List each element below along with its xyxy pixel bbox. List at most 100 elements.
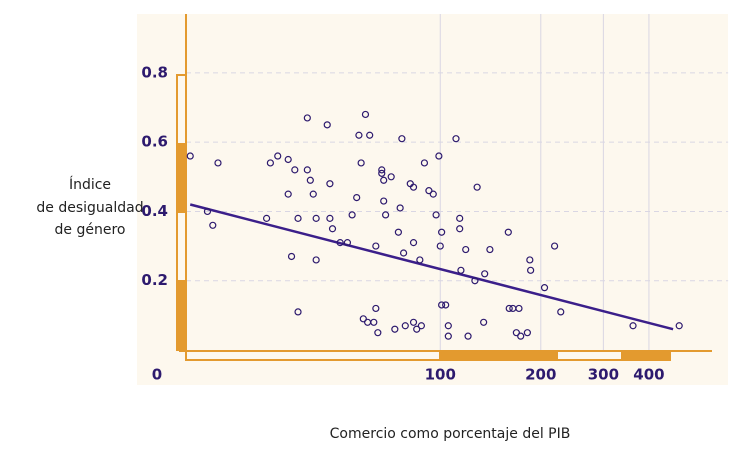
point (512, 329, 520, 337)
point (312, 214, 320, 222)
point (274, 152, 282, 160)
point (515, 304, 523, 313)
point (429, 190, 437, 198)
trend-line (189, 203, 674, 331)
point (523, 329, 531, 337)
y-tick-label: 0.4 (141, 202, 168, 220)
point (380, 176, 388, 184)
point (372, 304, 380, 313)
point (306, 176, 314, 184)
x-tick-label: 100 (425, 366, 456, 384)
point (382, 211, 390, 219)
point (456, 225, 464, 233)
point (456, 214, 464, 222)
point (309, 190, 317, 198)
plot-background (137, 14, 728, 385)
point (312, 256, 320, 264)
point (526, 256, 534, 264)
point (209, 221, 217, 229)
point (303, 114, 311, 122)
point (438, 301, 446, 309)
point (462, 245, 470, 254)
point (457, 266, 465, 274)
x-tick-label: 200 (525, 366, 556, 384)
point (398, 135, 406, 143)
y-marginal-fill (176, 280, 187, 351)
point (413, 325, 421, 333)
point (452, 135, 460, 143)
point (444, 332, 452, 340)
point (480, 318, 488, 326)
point (328, 225, 337, 233)
point (444, 322, 452, 330)
point (473, 183, 481, 191)
marks (186, 110, 683, 340)
x-marginal-fill (621, 350, 671, 361)
point (486, 245, 494, 254)
point (399, 249, 408, 257)
point (303, 166, 311, 174)
point (464, 332, 472, 340)
point (284, 190, 292, 198)
point (336, 239, 344, 247)
point (262, 214, 271, 222)
point (675, 322, 683, 330)
point (353, 193, 361, 202)
point (416, 256, 424, 264)
point (471, 277, 479, 285)
point (214, 159, 222, 167)
point (361, 110, 370, 119)
point (266, 159, 274, 167)
point (359, 315, 367, 323)
y-tick-label: 0.2 (141, 271, 168, 289)
point (527, 266, 535, 274)
point (409, 318, 418, 326)
grid (186, 14, 729, 350)
point (425, 187, 433, 195)
y-tick-label: 0.8 (141, 63, 168, 81)
point (186, 152, 194, 160)
x-tick-label: 400 (633, 366, 664, 384)
x-axis-label: Comercio como porcentaje del PIB (330, 426, 571, 442)
point (355, 131, 363, 139)
point (432, 211, 440, 219)
point (343, 239, 352, 247)
point (409, 239, 418, 247)
point (374, 329, 382, 337)
y-marginal-fill (176, 143, 187, 213)
x-tick-label: 0 (152, 366, 162, 384)
y-tick-label: 0.6 (141, 133, 168, 151)
point (401, 322, 409, 330)
point (442, 301, 450, 309)
point (557, 308, 565, 316)
point (435, 152, 443, 160)
point (420, 159, 429, 167)
point (380, 197, 388, 205)
point (366, 131, 374, 139)
point (378, 169, 386, 177)
x-marginal-fill (439, 350, 558, 361)
point (348, 211, 356, 219)
point (517, 332, 525, 340)
point (550, 242, 559, 250)
point (438, 228, 446, 236)
point (357, 159, 365, 167)
point (504, 228, 512, 236)
y-axis-label: Índice (69, 176, 111, 193)
point (387, 173, 395, 181)
point (203, 207, 212, 216)
point (417, 322, 425, 330)
point (284, 155, 292, 164)
point (505, 304, 513, 313)
point (481, 270, 489, 278)
y-axis-label: de desigualdad (36, 200, 143, 216)
point (540, 284, 549, 292)
point (409, 183, 418, 191)
x-tick-label: 300 (588, 366, 619, 384)
point (323, 121, 331, 129)
point (326, 180, 334, 188)
point (294, 308, 302, 316)
point (378, 166, 386, 174)
marginal-decoration (176, 14, 712, 361)
